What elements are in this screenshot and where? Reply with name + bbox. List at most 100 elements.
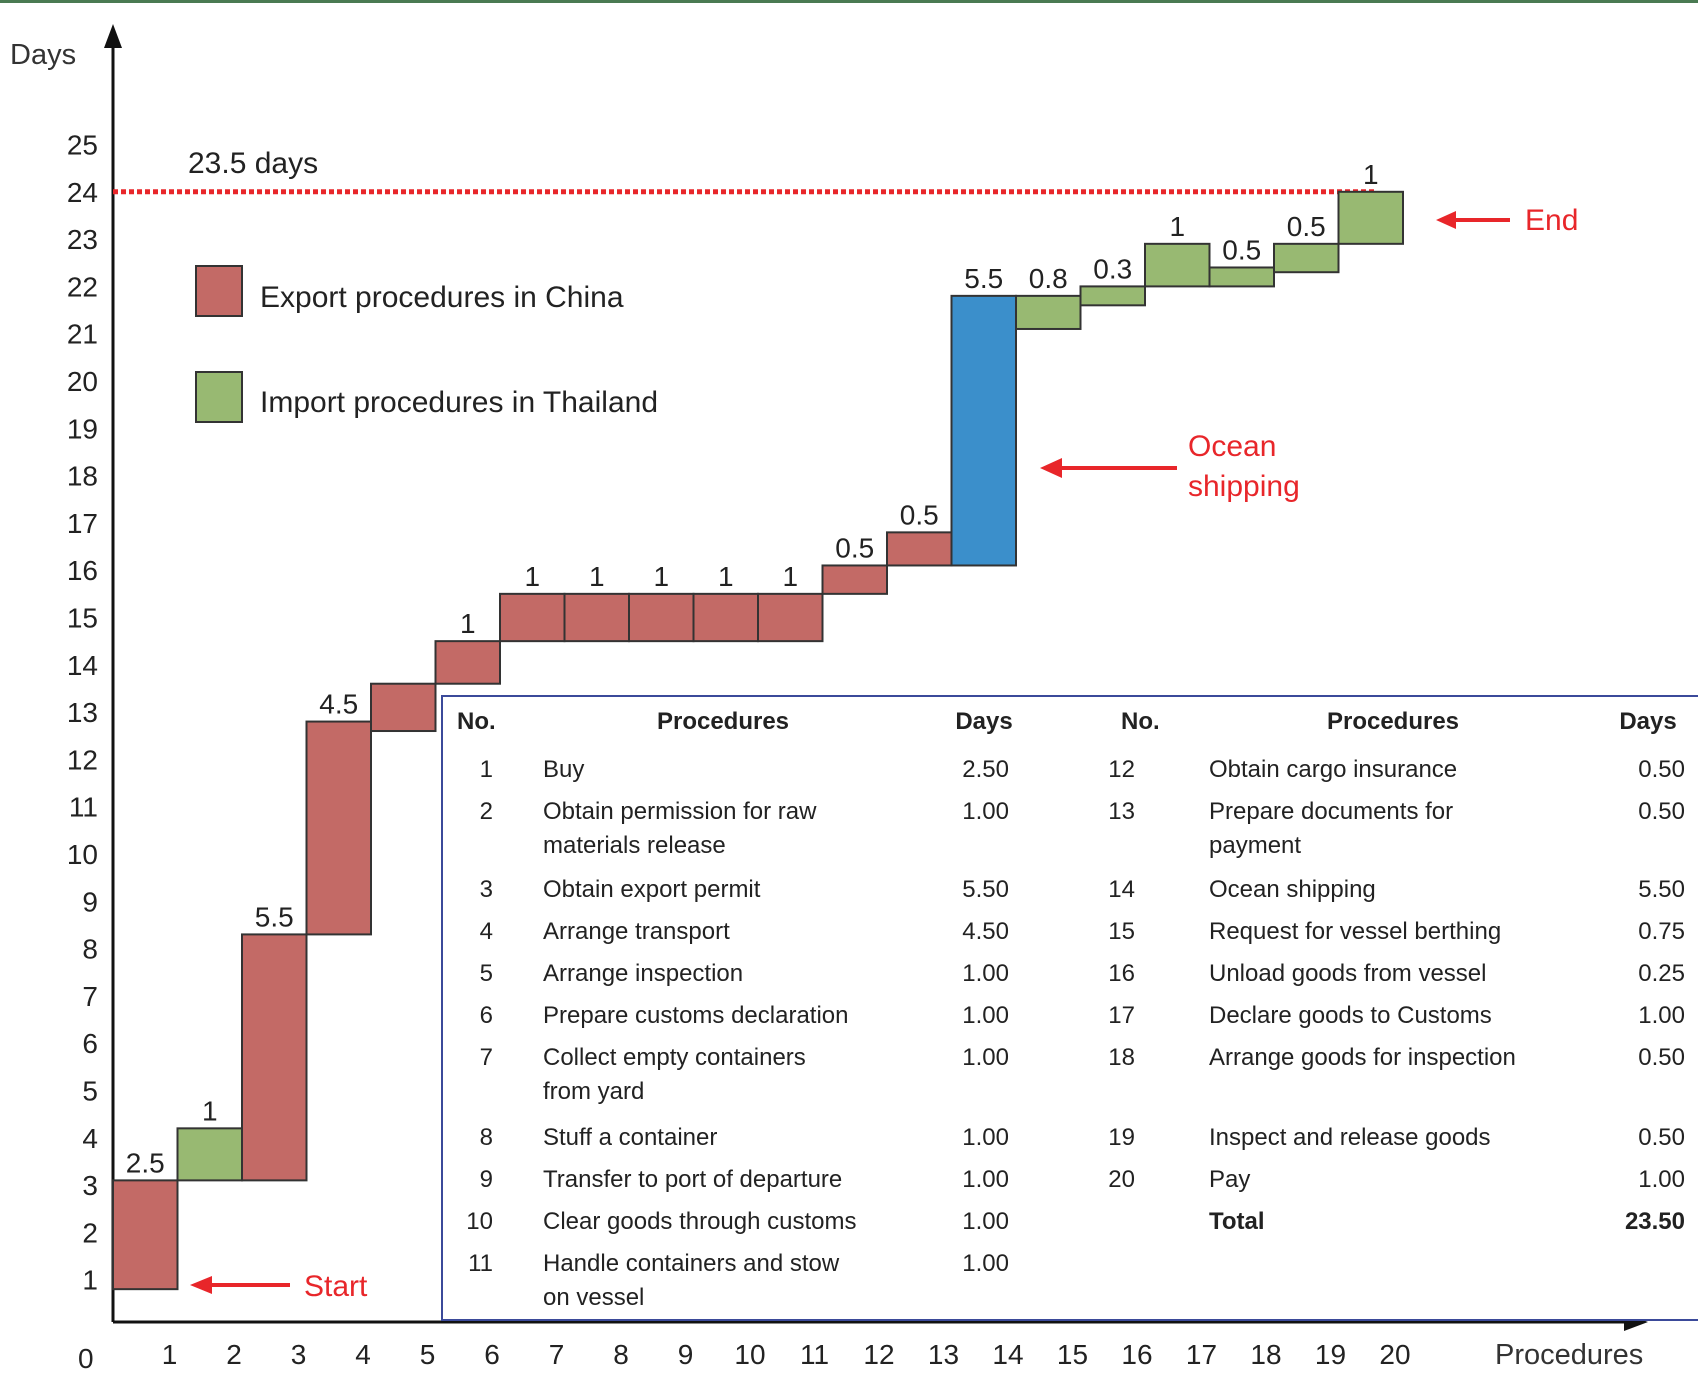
table-row-procedure: materials release: [543, 832, 726, 859]
table-row-procedure: Stuff a container: [543, 1124, 718, 1151]
bar-label-11: 1: [782, 561, 798, 592]
table-row-procedure: Clear goods through customs: [543, 1208, 857, 1235]
bar-procedure-12: [821, 564, 888, 595]
table-row-days: 1.00: [962, 1250, 1009, 1277]
legend-swatch-import: [195, 371, 243, 423]
bar-label-17: 1: [1169, 211, 1185, 242]
table-row-no: 8: [479, 1124, 493, 1151]
bar-label-3: 5.5: [255, 901, 294, 932]
table-row-days: 5.50: [1638, 876, 1685, 903]
bar-procedure-6: [434, 640, 501, 685]
table-row-procedure: Arrange transport: [543, 918, 730, 945]
bar-procedure-13: [886, 531, 953, 567]
table-row-days: 1.00: [1638, 1166, 1685, 1193]
bar-procedure-2: [176, 1127, 243, 1182]
bar-label-9: 1: [653, 561, 669, 592]
bar-procedure-16: [1079, 285, 1146, 307]
y-tick-label: 1: [82, 1265, 98, 1296]
x-tick-label: 16: [1121, 1339, 1152, 1370]
bar-label-6: 1: [460, 608, 476, 639]
table-row-no: 9: [479, 1166, 493, 1193]
y-tick-label: 20: [67, 366, 98, 397]
x-tick-label: 9: [678, 1339, 694, 1370]
table-row-no: 11: [468, 1250, 493, 1277]
table-header-days: Days: [955, 708, 1013, 735]
x-tick-label: 13: [928, 1339, 959, 1370]
x-tick-label: 10: [734, 1339, 765, 1370]
table-row-days: 4.50: [962, 918, 1009, 945]
y-tick-label: 12: [67, 744, 98, 775]
x-tick-label: 11: [800, 1339, 829, 1370]
y-tick-label: 18: [67, 461, 98, 492]
table-row-no: 17: [1108, 1002, 1135, 1029]
table-row-days: 1.00: [962, 1124, 1009, 1151]
bar-label-18: 0.5: [1222, 234, 1261, 265]
x-tick-label: 8: [613, 1339, 629, 1370]
table-row-procedure: Declare goods to Customs: [1209, 1002, 1492, 1029]
y-tick-label: 5: [82, 1076, 98, 1107]
x-tick-label: 4: [355, 1339, 371, 1370]
bar-procedure-17: [1144, 242, 1211, 288]
table-header-procedures: Procedures: [656, 708, 790, 735]
y-axis-title: Days: [10, 39, 76, 71]
table-row-no: 12: [1108, 756, 1135, 783]
bar-label-7: 1: [524, 561, 540, 592]
table-row-procedure: Obtain cargo insurance: [1209, 756, 1458, 783]
legend-swatch-export: [195, 265, 243, 317]
y-tick-label: 8: [82, 934, 98, 965]
bar-label-15: 0.8: [1029, 263, 1068, 294]
table-header-no: No.: [457, 708, 496, 735]
bar-procedure-10: [692, 592, 759, 643]
x-tick-label: 2: [226, 1339, 242, 1370]
start-arrow-head: [190, 1276, 212, 1294]
y-axis-arrow: [104, 24, 122, 48]
y-tick-label: 2: [82, 1217, 98, 1248]
table-row-procedure: Obtain permission for raw: [543, 798, 817, 825]
table-row-procedure: Transfer to port of departure: [543, 1166, 843, 1193]
table-row-days: 0.50: [1638, 798, 1685, 825]
bar-procedure-8: [563, 592, 630, 643]
table-row-days: 0.50: [1638, 756, 1685, 783]
y-tick-label: 24: [67, 177, 98, 208]
table-row-days: 1.00: [962, 1208, 1009, 1235]
total-duration-label: 23.5 days: [188, 147, 318, 180]
y-tick-label: 9: [82, 886, 98, 917]
ocean-arrow-head: [1040, 458, 1062, 478]
y-tick-label: 15: [67, 603, 98, 634]
x-tick-label: 6: [484, 1339, 500, 1370]
table-row-days: 1.00: [962, 798, 1009, 825]
legend-label-import: Import procedures in Thailand: [260, 386, 658, 419]
table-row-days: 1.00: [962, 1002, 1009, 1029]
table-row-no: 18: [1108, 1044, 1135, 1071]
bar-procedure-5: [370, 682, 437, 733]
table-row-no: 4: [479, 918, 493, 945]
x-tick-label: 19: [1315, 1339, 1346, 1370]
bar-procedure-18: [1208, 266, 1275, 288]
table-row-days: 1.00: [962, 1044, 1009, 1071]
table-row-procedure: Arrange goods for inspection: [1209, 1044, 1516, 1071]
y-tick-label: 22: [67, 271, 98, 302]
x-tick-label: 1: [162, 1339, 178, 1370]
y-tick-label: 16: [67, 555, 98, 586]
x-tick-label: 3: [291, 1339, 307, 1370]
y-tick-label: 11: [69, 792, 98, 823]
table-row-days: 1.00: [962, 1166, 1009, 1193]
bar-label-2: 1: [202, 1095, 218, 1126]
bar-procedure-20: [1337, 190, 1404, 245]
table-total-label: Total: [1209, 1208, 1265, 1235]
ocean-annotation-line1: Ocean: [1188, 430, 1276, 463]
bar-procedure-3: [241, 933, 308, 1182]
table-row-no: 16: [1108, 960, 1135, 987]
table-row-procedure: Prepare documents for: [1209, 798, 1454, 825]
bar-label-20: 1: [1363, 159, 1379, 190]
x-tick-label: 18: [1250, 1339, 1281, 1370]
table-row-procedure: Pay: [1209, 1166, 1251, 1193]
x-tick-label: 20: [1379, 1339, 1410, 1370]
table-header-days: Days: [1619, 708, 1677, 735]
bar-procedure-9: [628, 592, 695, 643]
x-axis-tick-labels: 1 2 3 4 5 6 7 8 9 10 11 12 13 14 15 16 17 18 19 20: [162, 1339, 1411, 1370]
x-axis-title: Procedures: [1495, 1339, 1643, 1371]
table-row-no: 2: [479, 798, 493, 825]
bar-procedure-19: [1273, 242, 1340, 274]
